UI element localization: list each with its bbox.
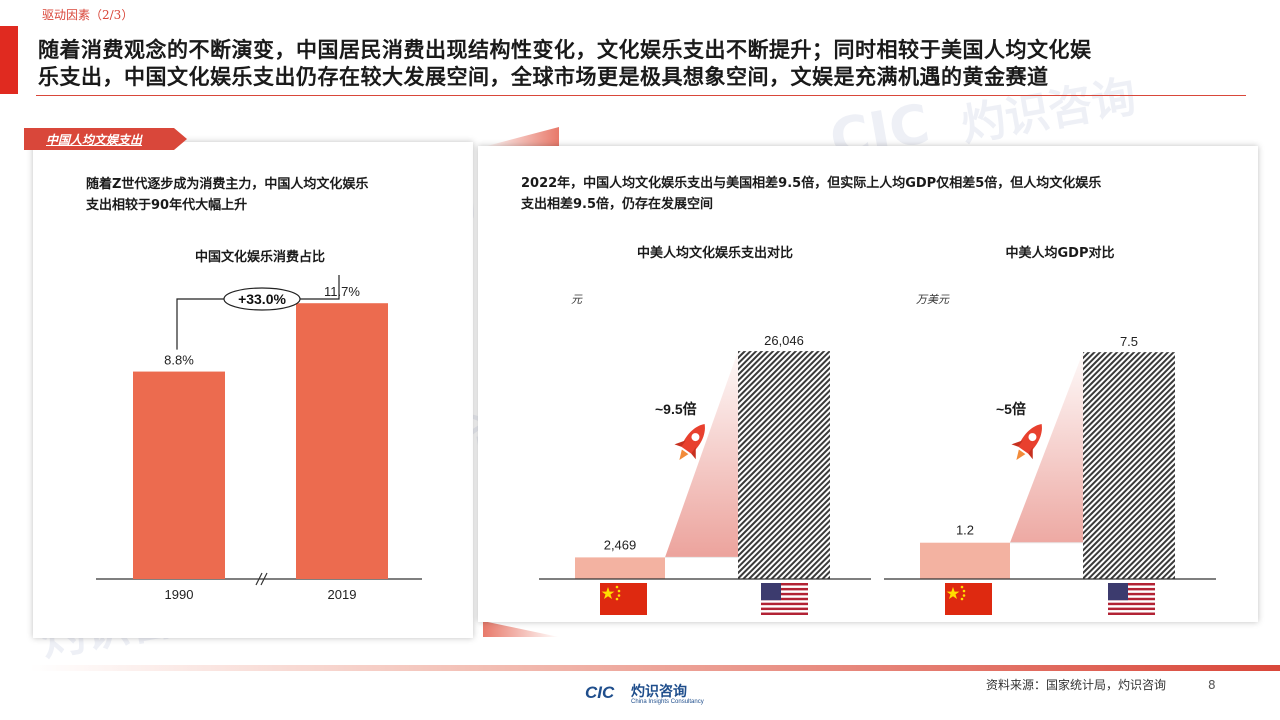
right-description: 2022年，中国人均文化娱乐支出与美国相差9.5倍，但实际上人均GDP仅相差5倍…: [521, 173, 1241, 215]
bar-usa: [738, 351, 830, 579]
china-flag-icon: [600, 583, 647, 615]
wedge-base-mask: [1010, 542, 1083, 579]
data-label-china: 1.2: [956, 523, 974, 538]
growth-label: +33.0%: [238, 291, 286, 307]
china-flag-icon: [945, 583, 992, 615]
rocket-icon: [674, 423, 705, 461]
chart3-title: 中美人均GDP对比: [1005, 246, 1115, 261]
axis-break-icon: [260, 572, 268, 586]
bar-china: [575, 557, 665, 579]
logo-mark: CIC: [585, 683, 615, 702]
data-label-china: 2,469: [604, 537, 637, 552]
data-label-usa: 7.5: [1120, 334, 1138, 349]
chart3-unit-label: 万美元: [916, 293, 949, 306]
chart1-title: 中国文化娱乐消费占比: [194, 250, 325, 265]
page-title-line-2: 乐支出，中国文化娱乐支出仍存在较大发展空间，全球市场更是极具想象空间，文娱是充满…: [38, 64, 1049, 89]
section-tag-label: 中国人均文娱支出: [46, 133, 143, 147]
title-accent-bar: [0, 26, 18, 94]
bar-1990: [133, 371, 225, 579]
bar-2019: [296, 303, 388, 579]
growth-arrow-head: [338, 275, 340, 277]
growth-wedge: [665, 351, 738, 579]
axis-break-icon: [255, 572, 263, 586]
page-title-line-1: 随着消费观念的不断演变，中国居民消费出现结构性变化，文化娱乐支出不断提升；同时相…: [38, 37, 1092, 62]
data-label-usa: 26,046: [764, 333, 804, 348]
chart2-svg: 2,469 26,046: [539, 333, 871, 580]
chart2-unit-label: 元: [571, 293, 582, 306]
usa-flag-icon: [761, 583, 808, 615]
bar-china: [920, 542, 1010, 579]
left-description: 随着Z世代逐步成为消费主力，中国人均文化娱乐 支出相较于90年代大幅上升: [86, 174, 466, 216]
footer-logo: CIC 灼识咨询 China Insights Consultancy: [585, 681, 705, 711]
chart2-title: 中美人均文化娱乐支出对比: [636, 246, 793, 261]
breadcrumb: 驱动因素（2/3）: [42, 8, 134, 22]
data-label-2019: 11.7%: [324, 284, 360, 299]
source-note: 资料来源：国家统计局，灼识咨询: [986, 678, 1167, 692]
chart3-multiplier: ~5倍: [996, 401, 1026, 417]
page-number: 8: [1208, 678, 1216, 692]
data-label-1990: 8.8%: [164, 353, 194, 368]
growth-ellipse: [223, 287, 301, 311]
logo-subtext: China Insights Consultancy: [631, 699, 704, 705]
right-description-line-1: 2022年，中国人均文化娱乐支出与美国相差9.5倍，但实际上人均GDP仅相差5倍…: [521, 176, 1102, 191]
x-tick-label-2019: 2019: [328, 587, 357, 602]
chart1-svg: 8.8% 1990 11.7% 2019 +33.0%: [96, 275, 422, 602]
left-description-line-2: 支出相较于90年代大幅上升: [86, 198, 248, 213]
chart2-multiplier: ~9.5倍: [655, 401, 697, 417]
growth-wedge: [1010, 352, 1083, 579]
title-divider: [36, 95, 1246, 96]
wedge-base-mask: [665, 557, 738, 579]
left-panel: [33, 142, 473, 638]
section-tag: 中国人均文娱支出: [24, 128, 187, 150]
left-description-line-1: 随着Z世代逐步成为消费主力，中国人均文化娱乐: [86, 177, 369, 192]
logo-text: 灼识咨询: [631, 684, 687, 700]
x-tick-label-1990: 1990: [165, 587, 194, 602]
right-description-line-2: 支出相差9.5倍，仍存在发展空间: [521, 197, 714, 212]
chart3-svg: 1.2 7.5: [884, 334, 1216, 580]
rocket-icon: [1011, 423, 1042, 461]
usa-flag-icon: [1108, 583, 1155, 615]
page-title: 随着消费观念的不断演变，中国居民消费出现结构性变化，文化娱乐支出不断提升；同时相…: [38, 36, 1248, 90]
bar-usa: [1083, 352, 1175, 579]
footer-divider: [30, 665, 1280, 671]
